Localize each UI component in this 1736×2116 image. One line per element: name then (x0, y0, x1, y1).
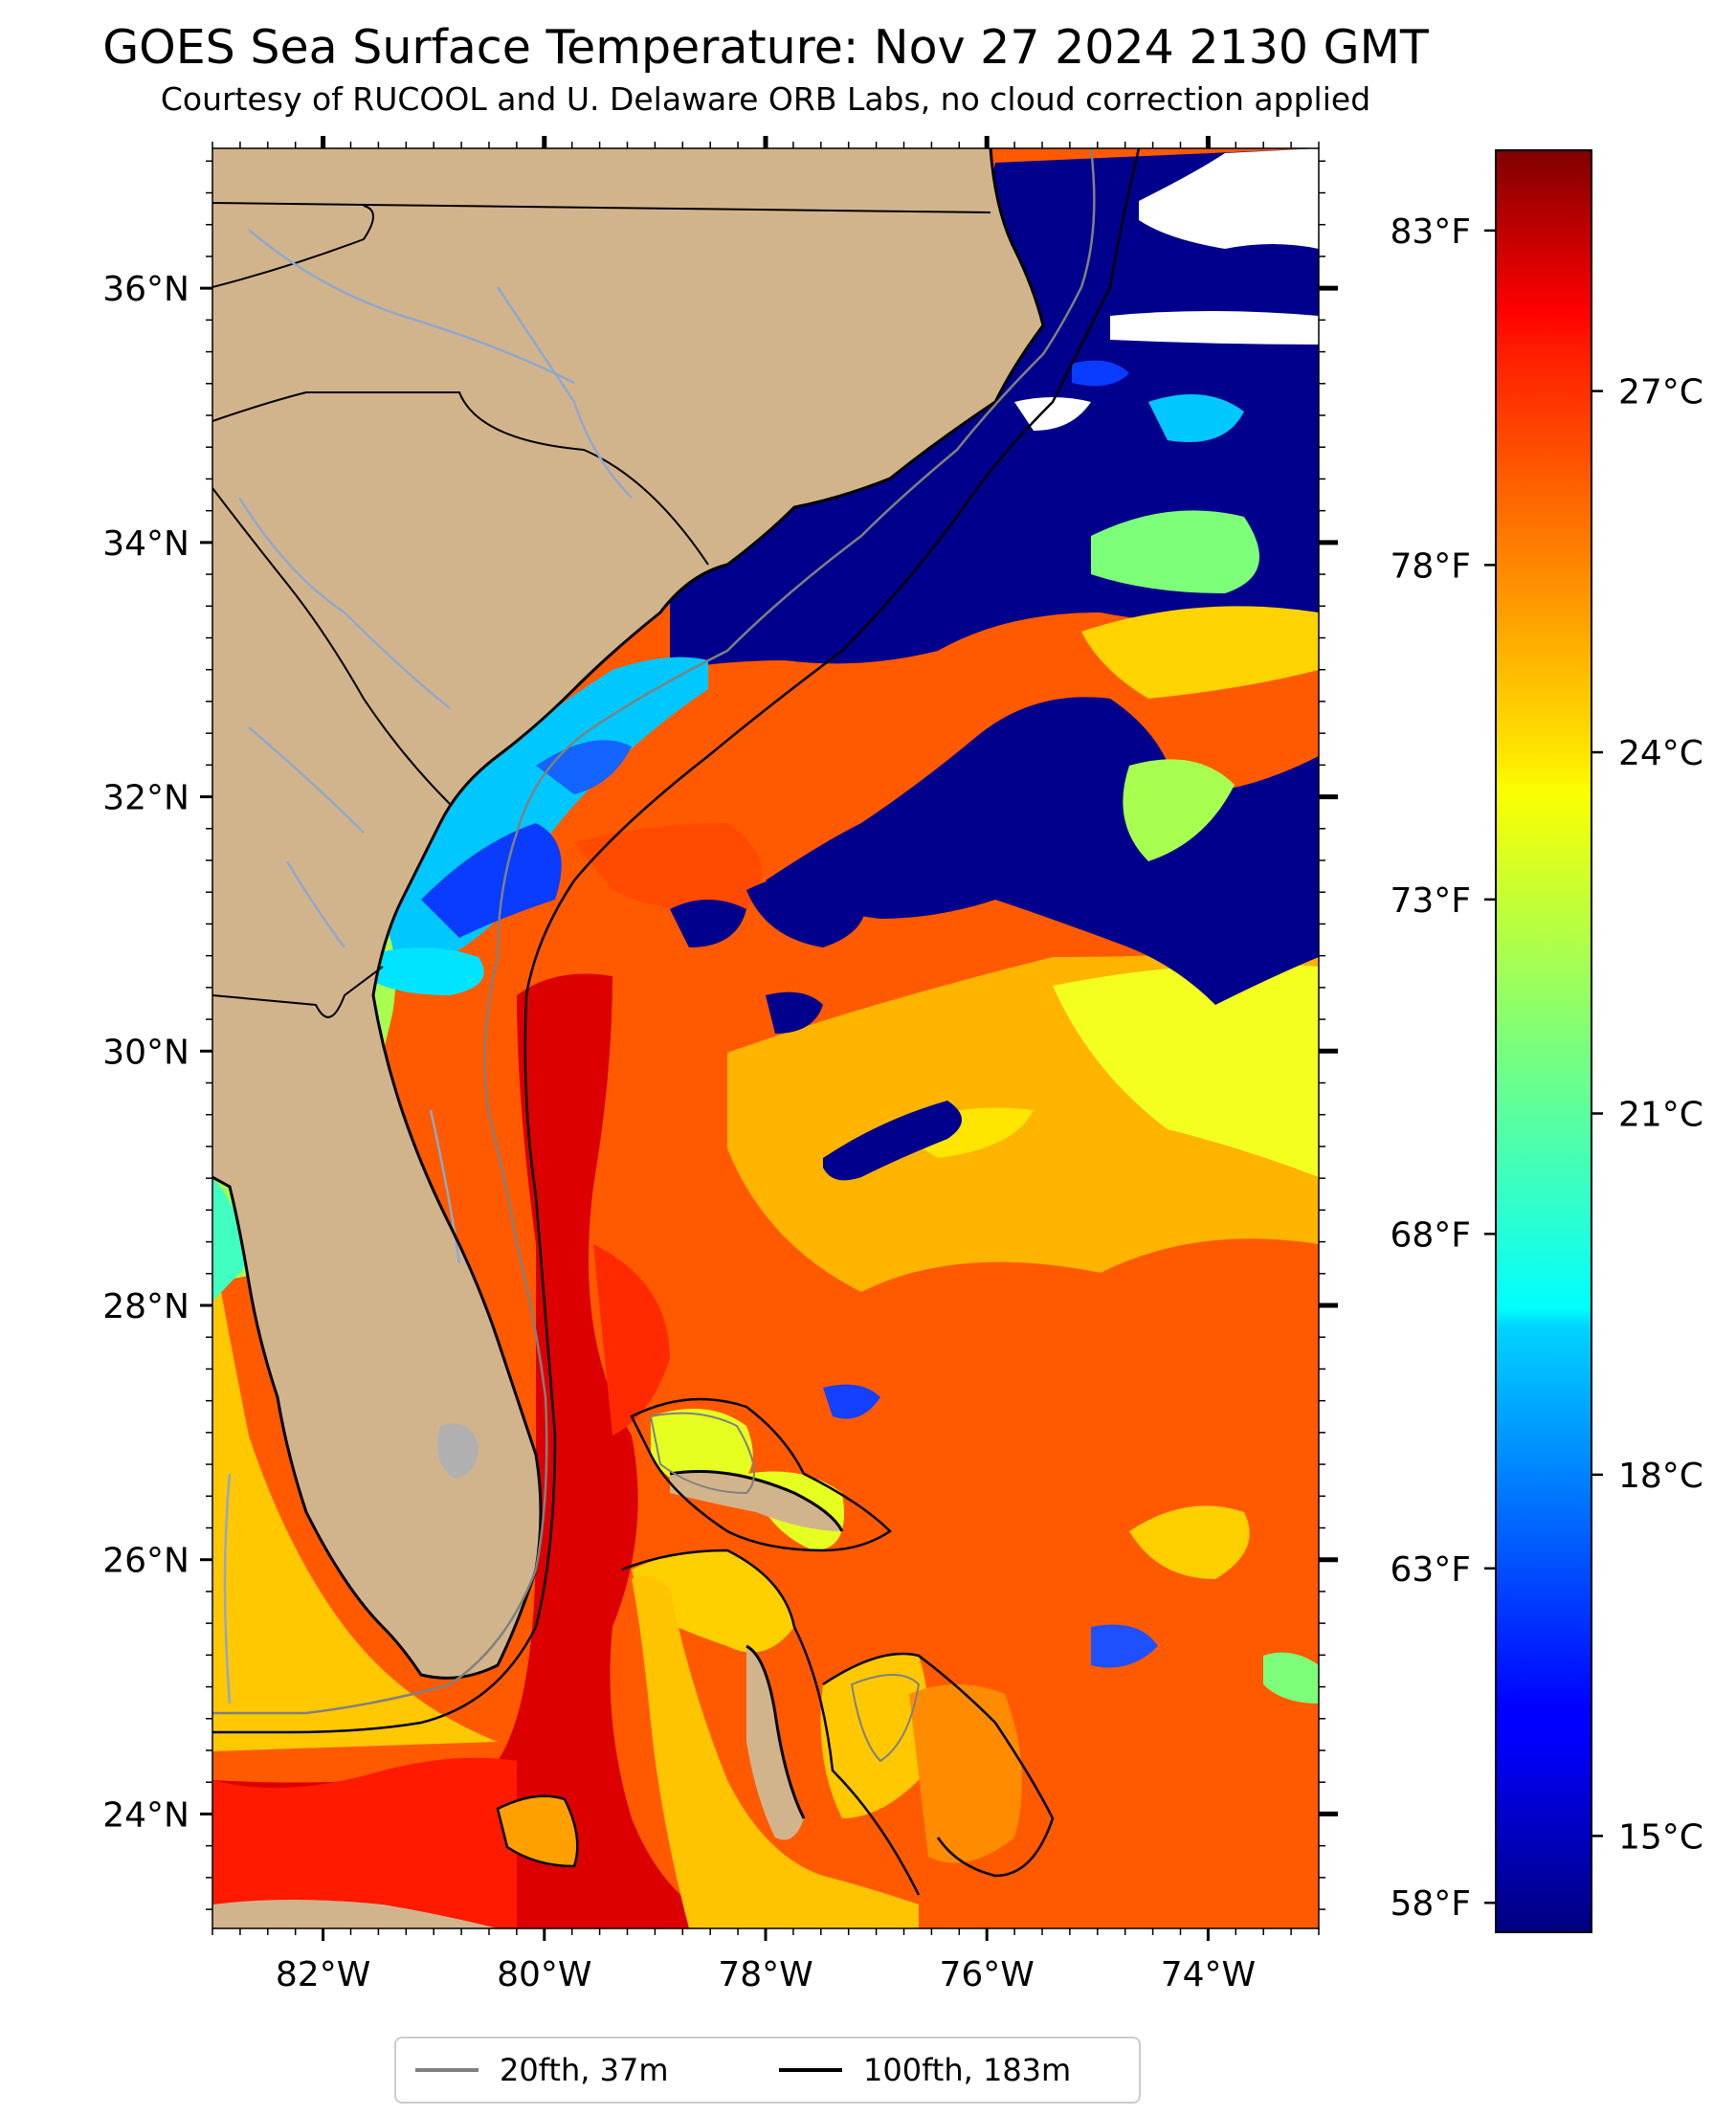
isobath-100fth (212, 148, 1141, 1734)
cloud-patch-south (823, 1101, 962, 1181)
land-mainland (212, 148, 1043, 1679)
colorbar-celsius-label: 15°C (1618, 1817, 1703, 1857)
cloud-patch-east (766, 697, 1319, 1005)
bahama-banks-yellow (632, 1550, 794, 1653)
legend-line-100fth (779, 2068, 842, 2072)
colorbar-celsius-label: 18°C (1618, 1457, 1703, 1496)
legend-line-20fth (415, 2068, 479, 2072)
colorbar-ticks: 15°C 18°C 21°C 24°C 27°C 58°F 63°F 68°F 73°F 78°F… (1390, 212, 1703, 1924)
lake-okeechobee (437, 1423, 479, 1479)
land-grand-bahama (670, 1471, 842, 1531)
colorbar-celsius-label: 24°C (1618, 734, 1703, 773)
isobath-20fth (212, 148, 1096, 1715)
map-axis-ticks (200, 136, 1338, 1941)
ocean-yellow-east (1053, 964, 1319, 1177)
lat-tick-label: 34°N (102, 524, 189, 564)
lat-tick-label: 32°N (102, 779, 189, 818)
legend-label-100fth: 100fth, 183m (863, 2052, 1072, 2088)
lat-tick-label: 28°N (102, 1287, 189, 1326)
legend-item-100fth: 100fth, 183m (779, 2038, 1071, 2102)
legend-item-20fth: 20fth, 37m (415, 2038, 668, 2102)
lat-tick-label: 30°N (102, 1033, 189, 1072)
lon-tick-label: 74°W (1161, 1955, 1256, 1994)
lat-tick-label: 26°N (102, 1542, 189, 1581)
isobath-legend: 20fth, 37m 100fth, 183m (394, 2037, 1141, 2104)
colorbar-celsius-label: 27°C (1618, 373, 1703, 412)
map-title: GOES Sea Surface Temperature: Nov 27 202… (102, 20, 1429, 75)
lon-tick-label: 78°W (718, 1955, 812, 1994)
gulf-west-water (212, 1244, 498, 1751)
great-bahama-bank (632, 1575, 919, 1928)
map-subtitle: Courtesy of RUCOOL and U. Delaware ORB L… (160, 80, 1371, 118)
lon-tick-label: 82°W (276, 1955, 370, 1994)
legend-label-20fth: 20fth, 37m (500, 2052, 669, 2088)
colorbar-celsius-label: 21°C (1618, 1095, 1703, 1134)
map-panel (212, 148, 1319, 1928)
lat-tick-label: 24°N (102, 1795, 189, 1835)
colorbar-fahrenheit-label: 63°F (1390, 1550, 1471, 1590)
coastline (212, 148, 1045, 1680)
land-cuba-strip (212, 1900, 498, 1928)
colorbar-fahrenheit-label: 68°F (1390, 1215, 1471, 1255)
colorbar-fahrenheit-label: 83°F (1390, 212, 1471, 252)
colorbar-fahrenheit-label: 58°F (1390, 1884, 1471, 1924)
colorbar-fahrenheit-label: 78°F (1390, 546, 1471, 586)
land-andros (746, 1646, 804, 1840)
rivers (223, 229, 633, 1704)
lat-tick-label: 36°N (102, 270, 189, 309)
colorbar-fahrenheit-label: 73°F (1390, 881, 1471, 921)
map-axis-labels: 82°W 80°W 78°W 76°W 74°W 24°N 26°N 28°N 30°N 32°N… (102, 270, 1256, 1994)
lon-tick-label: 76°W (939, 1955, 1034, 1994)
lon-tick-label: 80°W (497, 1955, 591, 1994)
no-data-clouds (1139, 148, 1319, 249)
state-borders (212, 202, 991, 1018)
colorbar (1495, 149, 1592, 1933)
